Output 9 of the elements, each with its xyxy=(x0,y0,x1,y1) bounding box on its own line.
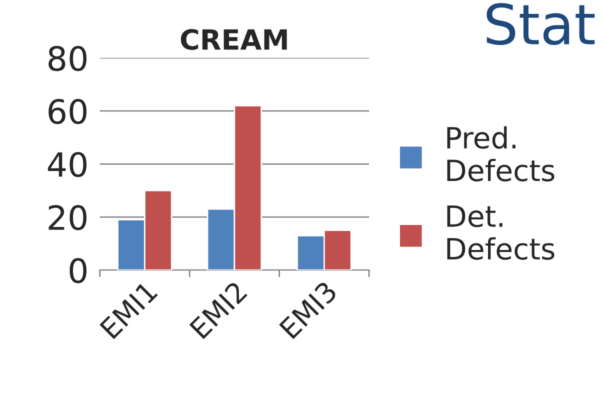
y-tick-label: 0 xyxy=(70,258,86,284)
legend-label: Pred. Defects xyxy=(447,126,554,182)
y-tick-label: 40 xyxy=(48,152,86,178)
legend-label: Det. Defects xyxy=(447,205,554,260)
y-tick-label: 20 xyxy=(48,204,86,230)
y-tick-label: 80 xyxy=(48,46,86,72)
y-tick-label: 60 xyxy=(48,98,86,124)
chart-title: CREAM xyxy=(180,28,287,50)
text: Stat xyxy=(486,3,595,46)
